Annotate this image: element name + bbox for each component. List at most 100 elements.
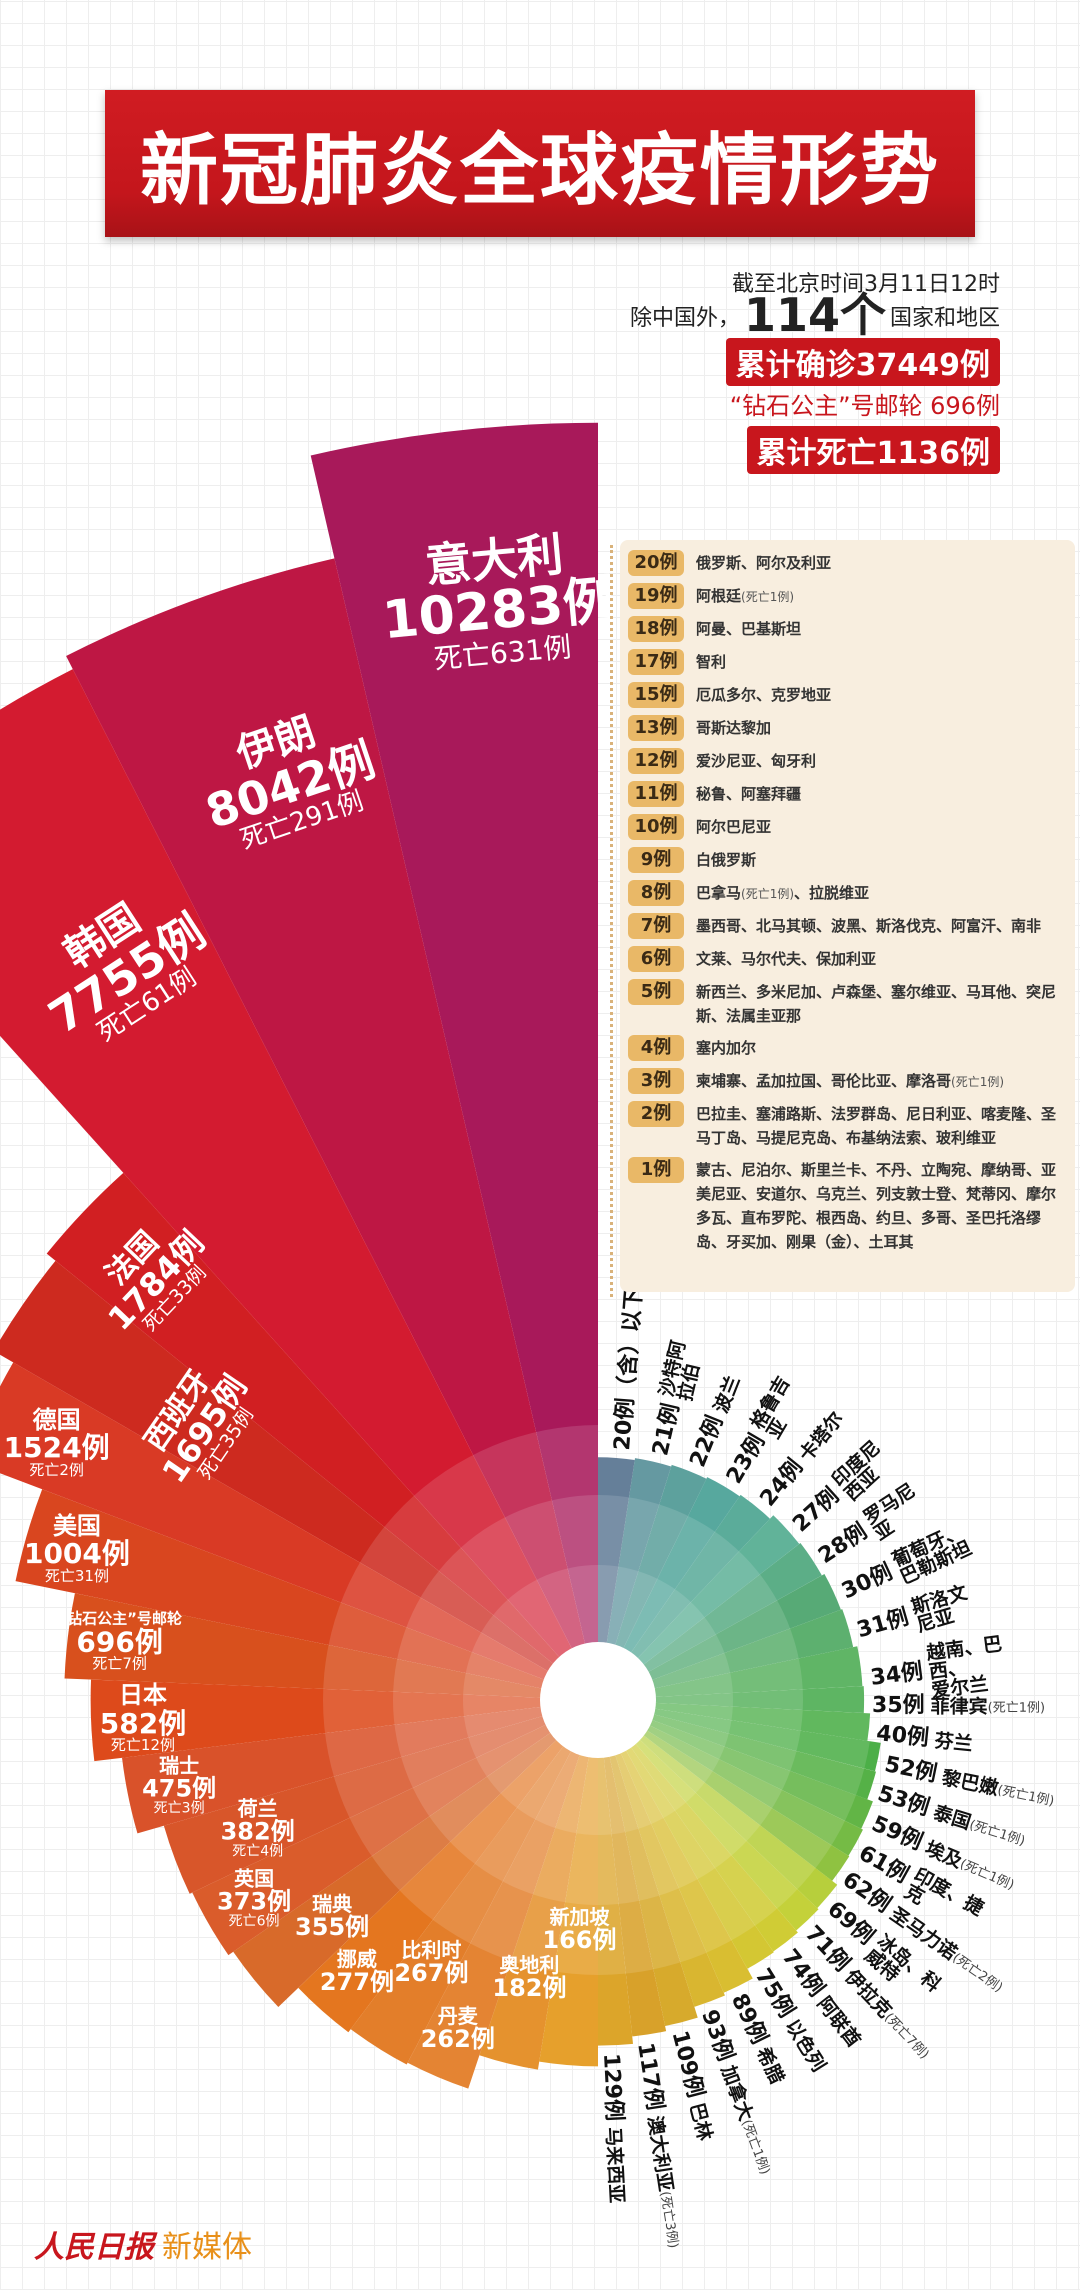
case-count-badge: 1例	[628, 1157, 684, 1183]
wedge-minor-12	[598, 1700, 876, 1800]
wedge-7	[64, 1593, 598, 1700]
case-count-badge: 19例	[628, 583, 684, 609]
legend-row: 6例 文莱、马尔代夫、保加利亚	[628, 946, 1075, 972]
legend-row: 2例 巴拉圭、塞浦路斯、法罗群岛、尼日利亚、喀麦隆、圣马丁岛、马提尼克岛、布基纳法…	[628, 1101, 1075, 1150]
legend-row: 9例 白俄罗斯	[628, 847, 1075, 873]
total-deaths-badge: 累计死亡1136例	[746, 426, 1000, 474]
wedge-minor-11	[598, 1700, 873, 1829]
wedge-minor-4	[598, 1700, 753, 1993]
wedge-minor-21	[598, 1494, 770, 1700]
case-count-badge: 20例	[628, 550, 684, 576]
legend-row: 13例 哥斯达黎加	[628, 715, 1075, 741]
title-banner: 新冠肺炎全球疫情形势	[105, 90, 975, 237]
legend-row: 19例 阿根廷(死亡1例)	[628, 583, 1075, 609]
case-count-badge: 7例	[628, 913, 684, 939]
wedge-minor-7	[598, 1700, 819, 1931]
wedge-6	[15, 1489, 598, 1700]
wedge-minor-9	[598, 1700, 850, 1881]
as-of-time: 截至北京时间3月11日12时	[732, 272, 1000, 297]
case-count-badge: 15例	[628, 682, 684, 708]
country-names: 阿尔巴尼亚	[696, 818, 772, 836]
case-count-badge: 12例	[628, 748, 684, 774]
wedge-minor-19	[598, 1542, 822, 1700]
summary-panel: 截至北京时间3月11日12时 除中国外，114个 国家和地区 累计确诊37449例…	[630, 270, 1000, 478]
page-title: 新冠肺炎全球疫情形势	[139, 125, 940, 216]
country-list: 哥斯达黎加	[696, 715, 1066, 740]
wedge-1	[66, 558, 599, 1700]
country-names: 哥斯达黎加	[696, 719, 772, 737]
wedge-minor-18	[598, 1573, 841, 1700]
country-names: 智利	[696, 653, 727, 671]
wedge-minor-15	[598, 1686, 865, 1714]
legend-row: 15例 厄瓜多尔、克罗地亚	[628, 682, 1075, 708]
wedge-minor-17	[598, 1609, 854, 1700]
wedge-13	[298, 1700, 598, 2033]
case-count-badge: 17例	[628, 649, 684, 675]
legend-row: 18例 阿曼、巴基斯坦	[628, 616, 1075, 642]
country-list: 柬埔寨、孟加拉国、哥伦比亚、摩洛哥(死亡1例)	[696, 1068, 1066, 1094]
country-list: 厄瓜多尔、克罗地亚	[696, 682, 1066, 707]
case-count-badge: 3例	[628, 1068, 684, 1094]
footer-brand: 人民日报 新媒体	[34, 2222, 252, 2266]
country-list: 阿尔巴尼亚	[696, 814, 1066, 839]
country-list: 秘鲁、阿塞拜疆	[696, 781, 1066, 806]
legend-row: 20例 俄罗斯、阿尔及利亚	[628, 550, 1075, 576]
country-names: 墨西哥、北马其顿、波黑、斯洛伐克、阿富汗、南非	[696, 917, 1042, 935]
countries-suffix: 国家和地区	[889, 306, 1000, 331]
country-list: 文莱、马尔代夫、保加利亚	[696, 946, 1066, 971]
wedge-minor-6	[598, 1700, 798, 1952]
country-names: 巴拉圭、塞浦路斯、法罗群岛、尼日利亚、喀麦隆、圣马丁岛、马提尼克岛、布基纳法索、…	[696, 1105, 1057, 1147]
wedge-minor-10	[598, 1700, 863, 1856]
legend-row: 5例 新西兰、多米尼加、卢森堡、塞尔维亚、马耳他、突尼斯、法属圭亚那	[628, 979, 1075, 1028]
legend-row: 7例 墨西哥、北马其顿、波黑、斯洛伐克、阿富汗、南非	[628, 913, 1075, 939]
wedge-2	[0, 669, 598, 1700]
legend-row: 3例 柬埔寨、孟加拉国、哥伦比亚、摩洛哥(死亡1例)	[628, 1068, 1075, 1094]
case-count-badge: 11例	[628, 781, 684, 807]
wedge-14	[350, 1700, 598, 2065]
death-note: (死亡1例)	[741, 590, 795, 604]
country-names: 阿曼、巴基斯坦	[696, 620, 802, 638]
country-list: 蒙古、尼泊尔、斯里兰卡、不丹、立陶宛、摩纳哥、亚美尼亚、安道尔、乌克兰、列支敦士…	[696, 1157, 1066, 1254]
wedge-4	[0, 1260, 598, 1700]
countries-prefix: 除中国外，	[629, 306, 740, 331]
wedge-minor-23	[598, 1464, 707, 1700]
center-hole	[540, 1642, 656, 1758]
brand-subtitle: 新媒体	[162, 2230, 252, 2265]
case-count-badge: 5例	[628, 979, 684, 1005]
case-count-badge: 9例	[628, 847, 684, 873]
country-names: 、拉脱维亚	[794, 884, 870, 902]
country-list: 巴拿马(死亡1例)、拉脱维亚	[696, 880, 1066, 906]
legend-row: 17例 智利	[628, 649, 1075, 675]
brand-logo: 人民日报	[34, 2230, 154, 2265]
wedge-17	[539, 1700, 598, 2067]
country-names: 白俄罗斯	[696, 851, 757, 869]
country-list: 爱沙尼亚、匈牙利	[696, 748, 1066, 773]
wedge-12	[233, 1700, 598, 2008]
wedge-11	[192, 1700, 599, 1956]
wedge-15	[407, 1700, 598, 2089]
country-names: 俄罗斯、阿尔及利亚	[696, 554, 832, 572]
wedge-minor-1	[598, 1700, 667, 2037]
country-list: 新西兰、多米尼加、卢森堡、塞尔维亚、马耳他、突尼斯、法属圭亚那	[696, 979, 1066, 1028]
wedge-8	[90, 1679, 598, 1762]
country-names: 巴拿马	[696, 884, 742, 902]
country-list: 俄罗斯、阿尔及利亚	[696, 550, 1066, 575]
case-count-badge: 6例	[628, 946, 684, 972]
wedge-5	[0, 1362, 598, 1700]
case-count-badge: 2例	[628, 1101, 684, 1127]
wedge-minor-5	[598, 1700, 774, 1969]
country-list: 阿曼、巴基斯坦	[696, 616, 1066, 641]
legend-row: 1例 蒙古、尼泊尔、斯里兰卡、不丹、立陶宛、摩纳哥、亚美尼亚、安道尔、乌克兰、列支…	[628, 1157, 1075, 1254]
wedge-16	[479, 1700, 598, 2070]
wedge-minor-20	[598, 1515, 800, 1700]
case-count-badge: 18例	[628, 616, 684, 642]
wedge-minor-24	[598, 1458, 672, 1700]
wedge-9	[122, 1700, 599, 1834]
country-names: 塞内加尔	[696, 1039, 757, 1057]
country-list: 智利	[696, 649, 1066, 674]
country-list: 塞内加尔	[696, 1035, 1066, 1060]
wedge-minor-16	[598, 1646, 863, 1700]
small-counts-legend: 20例 俄罗斯、阿尔及利亚 19例 阿根廷(死亡1例) 18例 阿曼、巴基斯坦 17例 智利 1…	[620, 540, 1075, 1292]
death-note: (死亡1例)	[741, 887, 795, 901]
